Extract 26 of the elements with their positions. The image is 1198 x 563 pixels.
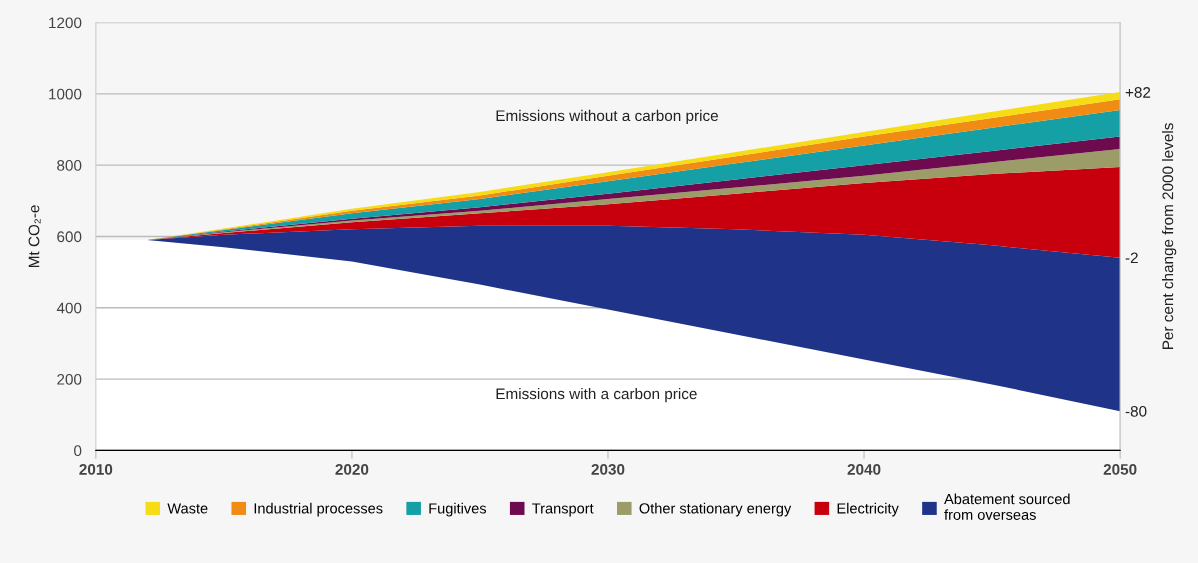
legend-label: Transport <box>532 503 594 517</box>
annotation: Emissions with a carbon price <box>496 387 697 403</box>
y2-tick-label: -80 <box>1125 405 1147 417</box>
legend-label: Industrial processes <box>254 502 383 517</box>
y2-tick-label: +82 <box>1125 87 1151 98</box>
legend-label: Waste <box>167 503 208 514</box>
y-tick-label: 600 <box>57 231 82 243</box>
y-tick-label: 200 <box>57 373 82 385</box>
legend-label: Abatement sourced from overseas <box>944 493 1070 520</box>
x-tick-label: 2040 <box>847 464 881 475</box>
y2-tick-label: -2 <box>1125 252 1138 264</box>
annotation: Emissions without a carbon price <box>496 109 718 125</box>
x-tick-label: 2030 <box>591 464 625 475</box>
legend-label: Electricity <box>837 502 899 517</box>
x-tick-label: 2020 <box>335 464 369 475</box>
y2-axis-title: Per cent change from 2000 levels <box>1162 123 1177 349</box>
y-tick-label: 0 <box>74 445 82 457</box>
y-tick-label: 1000 <box>49 88 82 100</box>
y-tick-label: 1200 <box>49 17 82 29</box>
y-axis-title: Mt CO₂-e <box>28 205 41 268</box>
legend-label: Fugitives <box>429 502 487 517</box>
legend-label: Other stationary energy <box>639 502 792 517</box>
x-tick-label: 2010 <box>79 464 113 475</box>
y-tick-label: 400 <box>56 302 82 314</box>
x-tick-label: 2050 <box>1103 464 1137 475</box>
y-tick-label: 800 <box>57 160 82 171</box>
